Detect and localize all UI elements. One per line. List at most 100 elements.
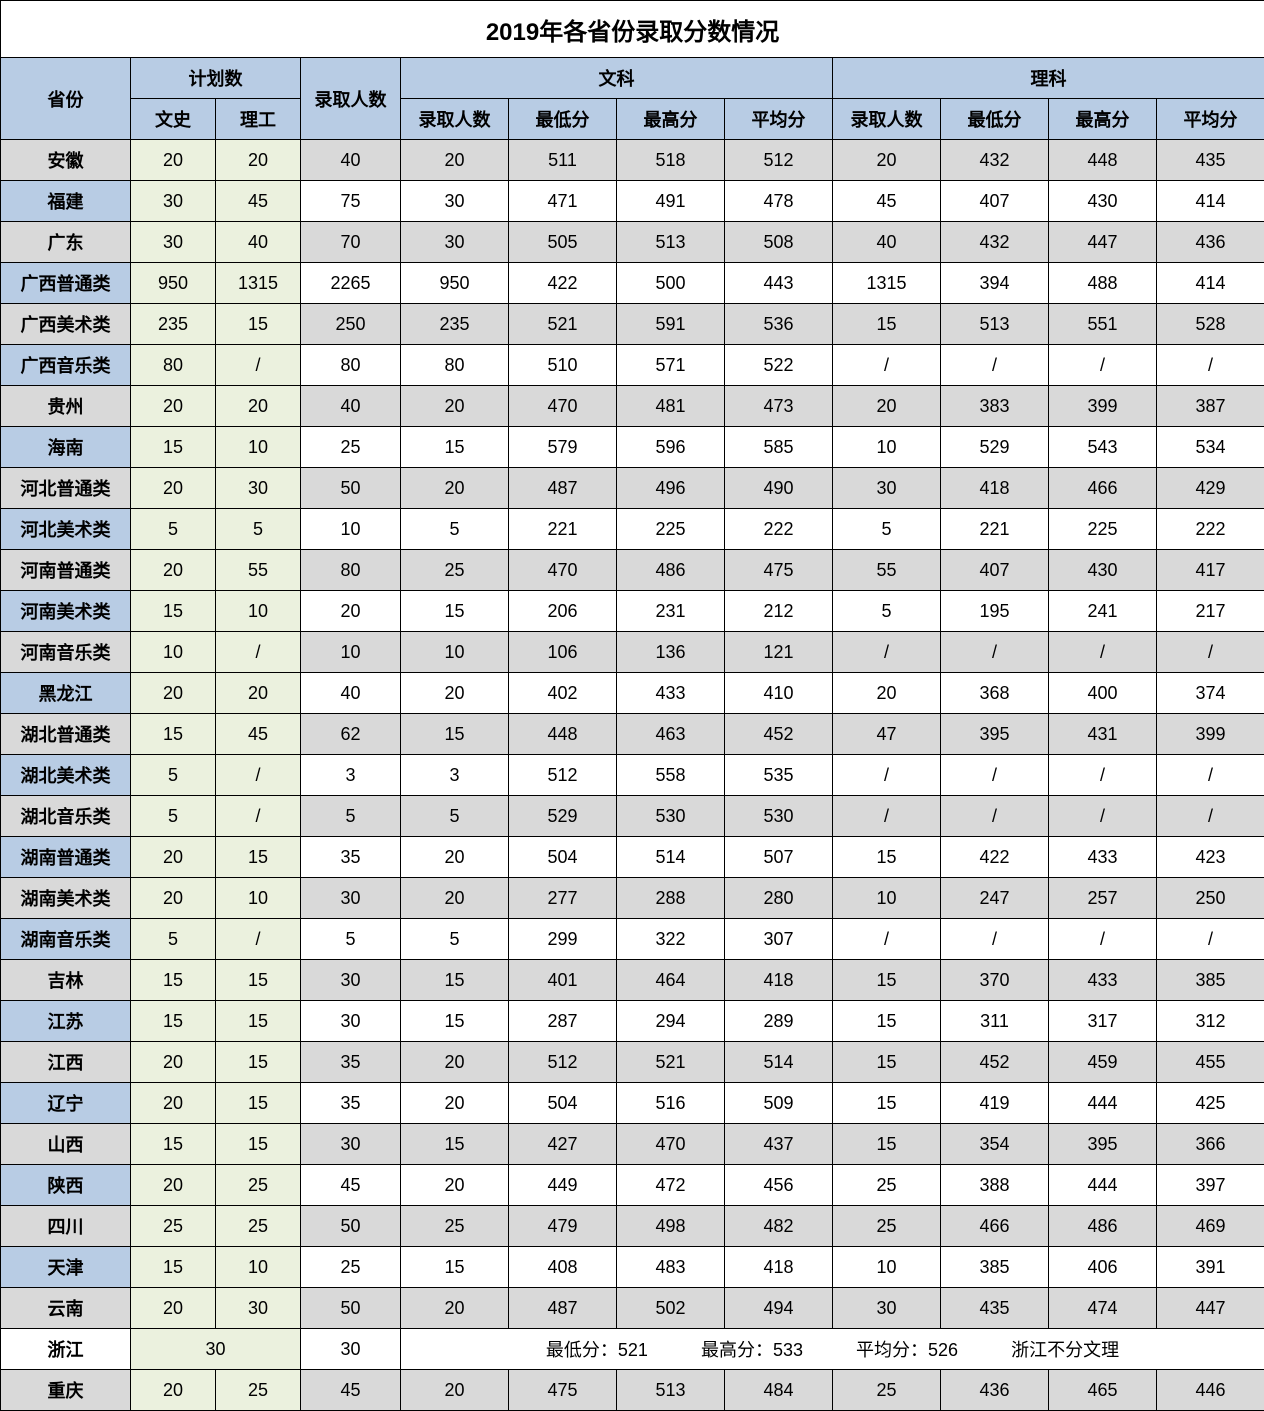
cell-la: 55	[833, 550, 941, 591]
cell-la: 20	[833, 140, 941, 181]
cell-wmax: 558	[617, 755, 725, 796]
cell-lavg: 250	[1157, 878, 1264, 919]
cell-lmax: 551	[1049, 304, 1157, 345]
cell-lmax: 433	[1049, 960, 1157, 1001]
cell-la: 30	[833, 1288, 941, 1329]
cell-wmin: 510	[509, 345, 617, 386]
zj-min: 最低分：521	[546, 1336, 648, 1362]
cell-lmax: /	[1049, 796, 1157, 837]
table-row: 河北普通类2030502048749649030418466429	[1, 468, 1264, 509]
cell-la: /	[833, 919, 941, 960]
cell-plan-lg: 15	[216, 1124, 301, 1165]
cell-lmin: 407	[941, 550, 1049, 591]
cell-province: 福建	[1, 181, 131, 222]
cell-plan-ws: 30	[131, 181, 216, 222]
col-li-max: 最高分	[1049, 99, 1157, 140]
cell-admit: 50	[301, 1206, 401, 1247]
cell-wavg: 585	[725, 427, 833, 468]
cell-wmax: 496	[617, 468, 725, 509]
cell-lavg: /	[1157, 345, 1264, 386]
cell-lmax: 448	[1049, 140, 1157, 181]
cell-plan-lg: /	[216, 796, 301, 837]
cell-wmin: 221	[509, 509, 617, 550]
cell-province: 天津	[1, 1247, 131, 1288]
cell-wa: 20	[401, 837, 509, 878]
cell-lmax: 225	[1049, 509, 1157, 550]
cell-lmax: 444	[1049, 1165, 1157, 1206]
cell-wa: 25	[401, 1206, 509, 1247]
cell-plan-ws: 15	[131, 1001, 216, 1042]
cell-province: 山西	[1, 1124, 131, 1165]
cell-wavg: 437	[725, 1124, 833, 1165]
cell-wa: 15	[401, 427, 509, 468]
cell-la: /	[833, 345, 941, 386]
cell-plan-lg: 15	[216, 837, 301, 878]
cell-province: 湖南普通类	[1, 837, 131, 878]
cell-wavg: 507	[725, 837, 833, 878]
cell-lmax: /	[1049, 919, 1157, 960]
cell-lavg: 312	[1157, 1001, 1264, 1042]
cell-wa: 15	[401, 1001, 509, 1042]
cell-lavg: 387	[1157, 386, 1264, 427]
cell-wmax: 136	[617, 632, 725, 673]
cell-wa: 20	[401, 1288, 509, 1329]
cell-admit: 25	[301, 1247, 401, 1288]
table-row: 安徽2020402051151851220432448435	[1, 140, 1264, 181]
cell-plan-lg: 15	[216, 304, 301, 345]
cell-plan-lg: 20	[216, 673, 301, 714]
row-chongqing: 重庆 20 25 45 20 475 513 484 25 436 465 44…	[1, 1370, 1264, 1411]
cell-zj-plan: 30	[131, 1329, 301, 1370]
header-row-1: 省份 计划数 录取人数 文科 理科	[1, 58, 1264, 99]
cell-plan-ws: 235	[131, 304, 216, 345]
cell-wmax: 513	[617, 222, 725, 263]
cell-wmin: 449	[509, 1165, 617, 1206]
cell-admit: 62	[301, 714, 401, 755]
cell-wmin: 479	[509, 1206, 617, 1247]
cell-province: 贵州	[1, 386, 131, 427]
cell-admit: 3	[301, 755, 401, 796]
cell-lavg: 528	[1157, 304, 1264, 345]
cell-wavg: 289	[725, 1001, 833, 1042]
cell-wmin: 402	[509, 673, 617, 714]
cell-province: 广西音乐类	[1, 345, 131, 386]
cell-plan-lg: /	[216, 632, 301, 673]
cell-plan-lg: 30	[216, 468, 301, 509]
cell-wmax: 463	[617, 714, 725, 755]
cell-lavg: 417	[1157, 550, 1264, 591]
cell-wavg: 410	[725, 673, 833, 714]
cell-lavg: /	[1157, 632, 1264, 673]
table-row: 湖南普通类2015352050451450715422433423	[1, 837, 1264, 878]
cell-wmin: 504	[509, 837, 617, 878]
cell-lmin: 394	[941, 263, 1049, 304]
table-row: 四川2525502547949848225466486469	[1, 1206, 1264, 1247]
cell-wmin: 448	[509, 714, 617, 755]
cell-lmax: 406	[1049, 1247, 1157, 1288]
cell-admit: 30	[301, 1001, 401, 1042]
cell-admit: 35	[301, 1083, 401, 1124]
table-row: 广西美术类2351525023552159153615513551528	[1, 304, 1264, 345]
cell-wmin: 512	[509, 755, 617, 796]
cell-wmax: 433	[617, 673, 725, 714]
col-admit: 录取人数	[301, 58, 401, 140]
cell-wavg: 530	[725, 796, 833, 837]
cell-wa: 30	[401, 181, 509, 222]
cell-lmin: 407	[941, 181, 1049, 222]
cell-lmax: 447	[1049, 222, 1157, 263]
table-row: 湖南美术类2010302027728828010247257250	[1, 878, 1264, 919]
cell-province: 安徽	[1, 140, 131, 181]
cell-lavg: 429	[1157, 468, 1264, 509]
cell-wmax: 322	[617, 919, 725, 960]
cell-plan-lg: 40	[216, 222, 301, 263]
cell-lmin: 432	[941, 140, 1049, 181]
cell-admit: 45	[301, 1165, 401, 1206]
cell-plan-ws: 5	[131, 755, 216, 796]
cell-lmax: 431	[1049, 714, 1157, 755]
title-row: 2019年各省份录取分数情况	[1, 1, 1264, 58]
cell-wavg: 514	[725, 1042, 833, 1083]
table-row: 福建3045753047149147845407430414	[1, 181, 1264, 222]
cell-la: 15	[833, 1001, 941, 1042]
cell-lmax: 241	[1049, 591, 1157, 632]
col-li-avg: 平均分	[1157, 99, 1264, 140]
cell-lavg: 436	[1157, 222, 1264, 263]
cell-lmin: 513	[941, 304, 1049, 345]
